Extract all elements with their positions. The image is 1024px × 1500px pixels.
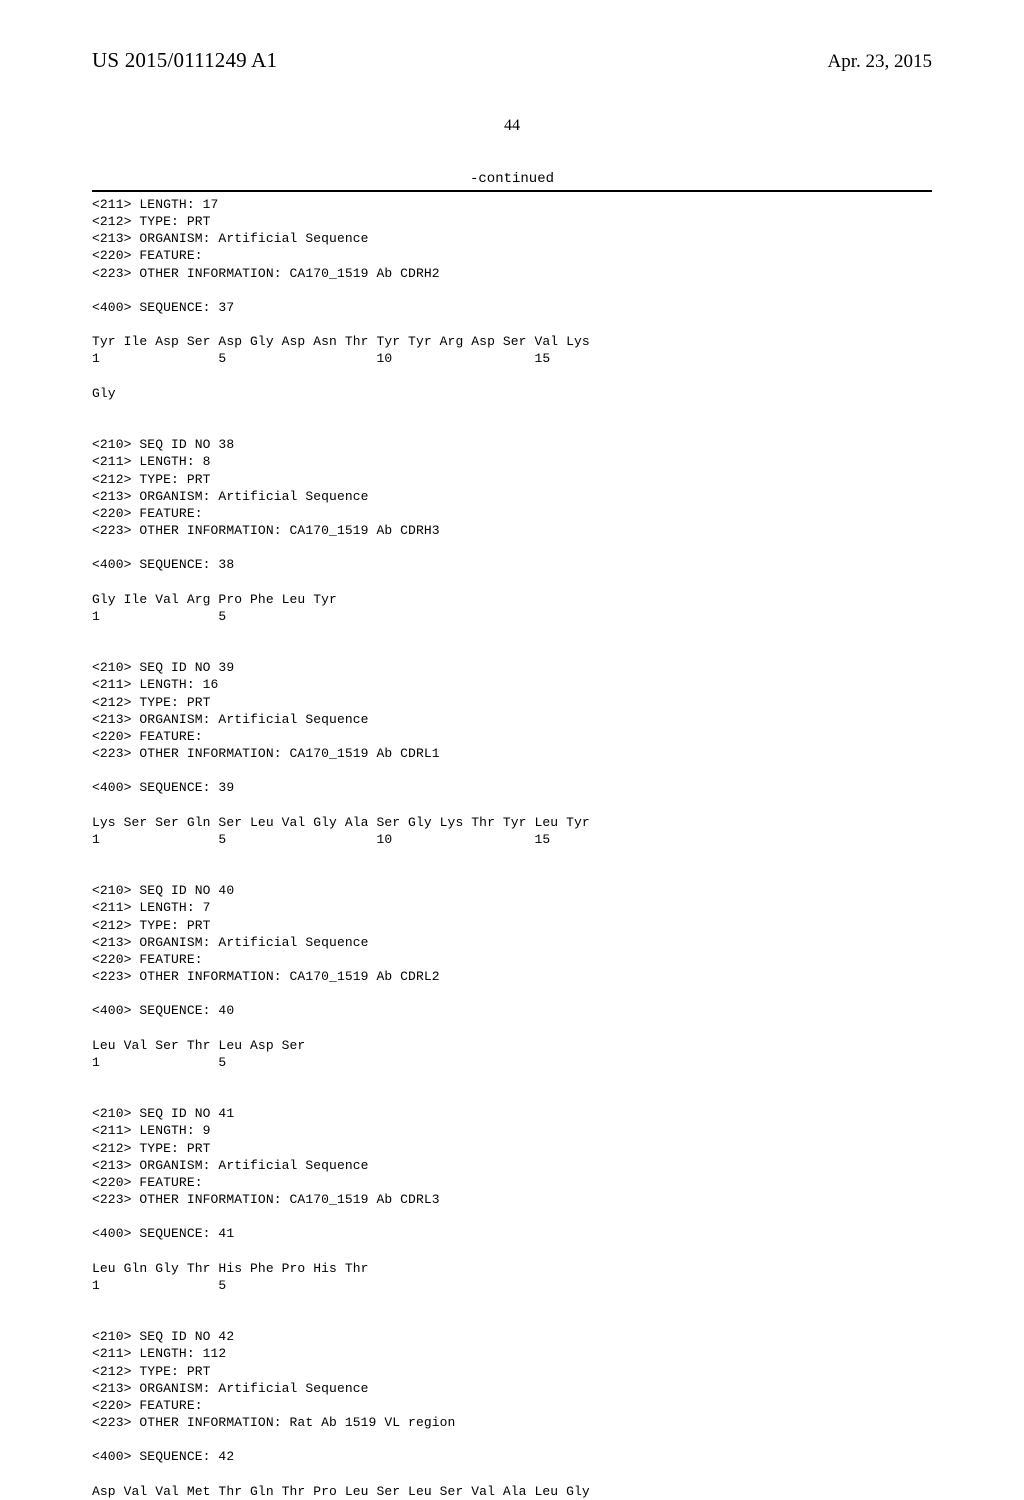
- page-header: US 2015/0111249 A1 Apr. 23, 2015: [92, 48, 932, 73]
- continued-label: -continued: [92, 171, 932, 187]
- horizontal-rule: [92, 190, 932, 192]
- page: US 2015/0111249 A1 Apr. 23, 2015 44 -con…: [0, 0, 1024, 1320]
- publication-date: Apr. 23, 2015: [828, 51, 933, 73]
- publication-number: US 2015/0111249 A1: [92, 48, 277, 73]
- page-number: 44: [92, 117, 932, 135]
- sequence-listing: <211> LENGTH: 17 <212> TYPE: PRT <213> O…: [92, 196, 932, 1500]
